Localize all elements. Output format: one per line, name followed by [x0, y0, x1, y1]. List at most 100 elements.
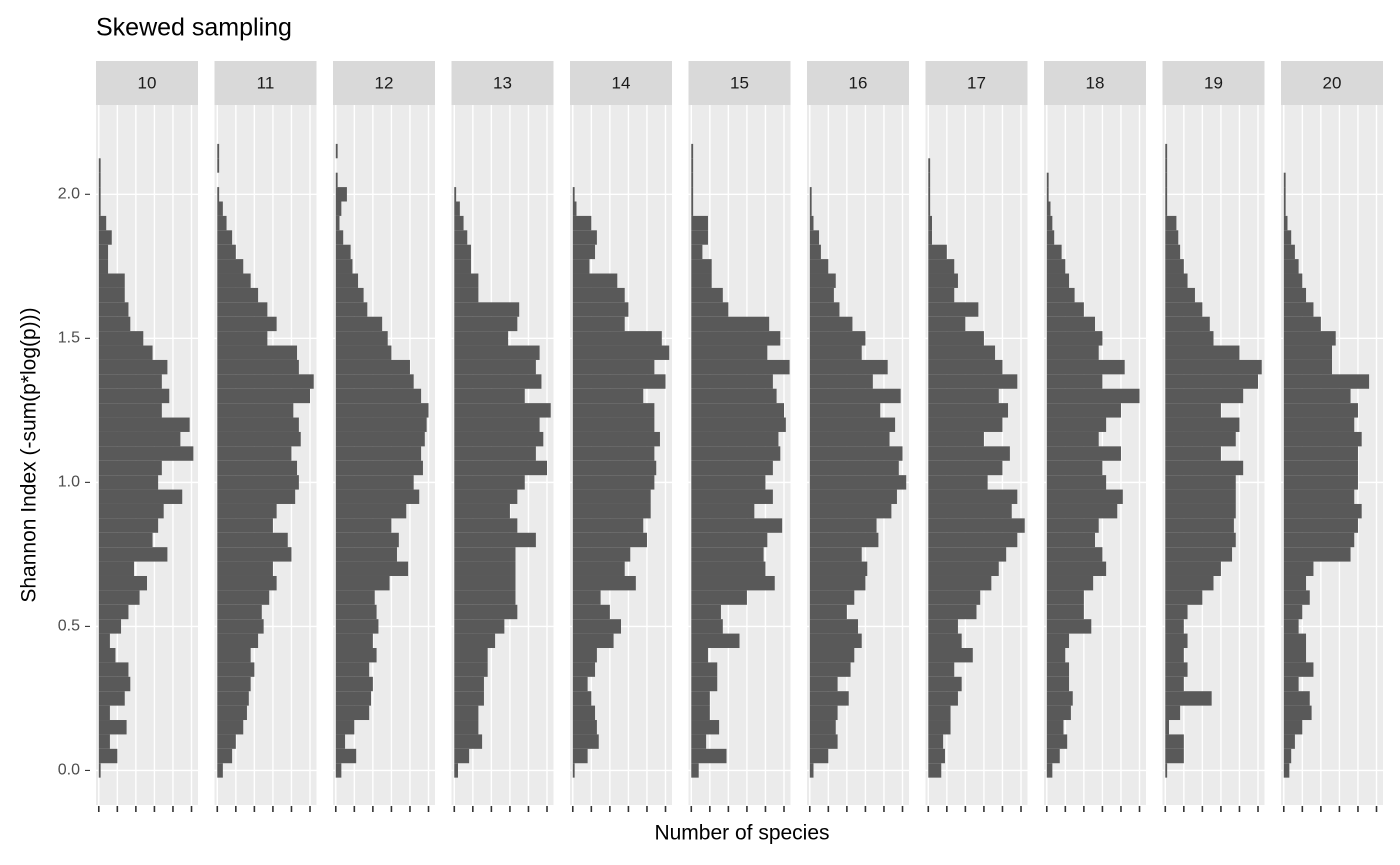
bar [454, 662, 488, 677]
bar [454, 331, 509, 346]
bar [1046, 215, 1053, 231]
bar [928, 763, 942, 778]
bar [691, 302, 729, 317]
bar [1165, 259, 1184, 274]
bar [1283, 244, 1295, 260]
bar [454, 705, 479, 721]
bar [1283, 316, 1321, 332]
bar [691, 403, 785, 418]
bar [454, 547, 516, 562]
bar [928, 215, 932, 231]
bar [928, 187, 931, 202]
bar [1283, 748, 1292, 764]
bar [335, 446, 422, 461]
bar [335, 648, 377, 663]
bar [335, 561, 409, 576]
x-axis-label: Number of species [654, 822, 829, 845]
bar [809, 518, 877, 533]
bar [572, 201, 577, 216]
strip-background [96, 61, 198, 105]
bar [809, 489, 897, 504]
bar [454, 187, 457, 202]
bar [1165, 676, 1184, 692]
bar [335, 604, 377, 620]
bar [928, 446, 1010, 461]
bar [691, 503, 755, 519]
bar [1165, 590, 1203, 605]
bar [928, 748, 945, 764]
bar [691, 532, 768, 548]
bar [928, 417, 1003, 432]
bar [572, 215, 592, 231]
bar [335, 475, 414, 490]
strip-label: 19 [1204, 73, 1223, 92]
bar [217, 763, 223, 778]
bar [572, 561, 625, 576]
bar [1283, 187, 1286, 202]
bar [1046, 316, 1095, 332]
bar [217, 633, 259, 649]
y-tick-label: 2.0 [58, 186, 80, 203]
bar [572, 446, 655, 461]
bar [98, 561, 135, 576]
bar [1283, 734, 1295, 749]
bar [1283, 403, 1358, 418]
bar [809, 446, 903, 461]
bar [1046, 460, 1103, 476]
bar [98, 187, 101, 202]
bar [335, 705, 370, 721]
bar [572, 489, 651, 504]
bar [1165, 662, 1188, 677]
bar [928, 619, 958, 634]
bar [217, 460, 298, 476]
bar [809, 215, 814, 231]
bar [809, 230, 820, 245]
bar [691, 662, 718, 677]
bar [1046, 417, 1107, 432]
bar [98, 244, 109, 260]
bar [454, 230, 468, 245]
bar [335, 503, 407, 519]
bar [98, 518, 159, 533]
bar [572, 403, 655, 418]
bar [809, 287, 834, 303]
bar [454, 518, 518, 533]
bar [217, 388, 311, 404]
bar [217, 518, 273, 533]
bar [1283, 633, 1307, 649]
bar [1283, 604, 1303, 620]
bar [1046, 763, 1053, 778]
bar [98, 215, 107, 231]
bar [1283, 460, 1358, 476]
strip-label: 12 [375, 73, 394, 92]
bar [691, 201, 694, 216]
bar [335, 619, 379, 634]
bar [454, 215, 464, 231]
bar [217, 359, 299, 375]
bar [1046, 244, 1062, 260]
bar [217, 720, 244, 735]
bar [572, 331, 662, 346]
bar [1165, 201, 1168, 216]
bar [98, 388, 170, 404]
bar [454, 619, 505, 634]
bar [1046, 720, 1064, 735]
strip-label: 13 [493, 73, 512, 92]
bar [691, 518, 783, 533]
bar [928, 230, 932, 245]
bar [98, 648, 116, 663]
bar [572, 244, 596, 260]
bar [217, 244, 236, 260]
bar [1046, 302, 1084, 317]
bar [454, 446, 536, 461]
bar [691, 763, 699, 778]
bar [572, 590, 601, 605]
bar [454, 417, 540, 432]
bar [691, 331, 781, 346]
bar [217, 648, 251, 663]
bar [335, 331, 388, 346]
bar [928, 489, 1018, 504]
bar [928, 345, 996, 360]
bar [335, 662, 370, 677]
bar [572, 417, 655, 432]
